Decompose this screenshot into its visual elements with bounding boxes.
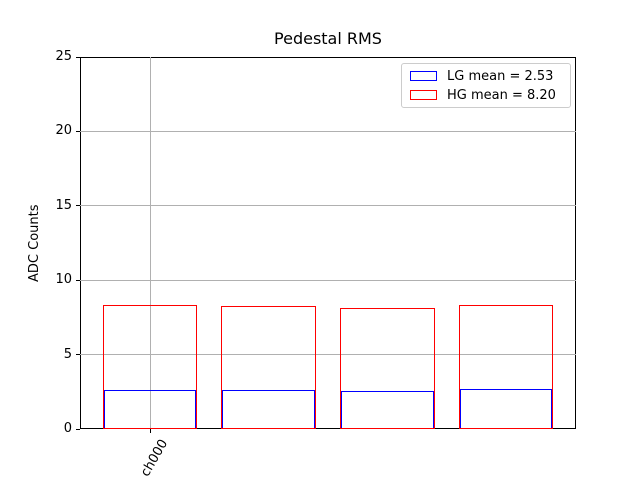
bar-hg-1 <box>221 306 317 429</box>
legend-entry-lg: LG mean = 2.53 <box>410 69 562 84</box>
gridline-horizontal <box>80 130 576 132</box>
x-tick-label: ch000 <box>137 437 172 480</box>
legend: LG mean = 2.53 HG mean = 8.20 <box>401 63 571 108</box>
y-axis-label: ADC Counts <box>27 204 42 282</box>
y-tick-label: 15 <box>55 197 72 213</box>
y-tick-label: 5 <box>63 346 72 362</box>
gridline-horizontal <box>80 205 576 207</box>
y-tick-mark <box>76 56 80 58</box>
gridline-vertical <box>149 57 151 429</box>
y-tick-mark <box>76 130 80 132</box>
x-tick-mark <box>149 429 151 433</box>
chart-title: Pedestal RMS <box>274 29 382 48</box>
lg-legend-swatch <box>410 71 437 81</box>
y-tick-mark <box>76 428 80 430</box>
bar-hg-3 <box>458 305 554 429</box>
y-tick-label: 25 <box>55 49 72 64</box>
plot-area <box>80 57 576 429</box>
legend-label-lg: LG mean = 2.53 <box>447 68 554 84</box>
gridline-horizontal <box>80 279 576 281</box>
hg-legend-swatch <box>410 90 437 100</box>
y-tick-mark <box>76 354 80 356</box>
bar-hg-0 <box>102 305 198 429</box>
gridline-horizontal <box>80 354 576 356</box>
y-tick-mark <box>76 205 80 207</box>
y-tick-label: 20 <box>55 123 72 139</box>
bar-hg-2 <box>339 308 435 429</box>
y-tick-label: 10 <box>55 272 72 288</box>
y-tick-label: 0 <box>63 421 72 436</box>
legend-entry-hg: HG mean = 8.20 <box>410 88 562 103</box>
legend-label-hg: HG mean = 8.20 <box>447 87 556 103</box>
y-tick-mark <box>76 279 80 281</box>
